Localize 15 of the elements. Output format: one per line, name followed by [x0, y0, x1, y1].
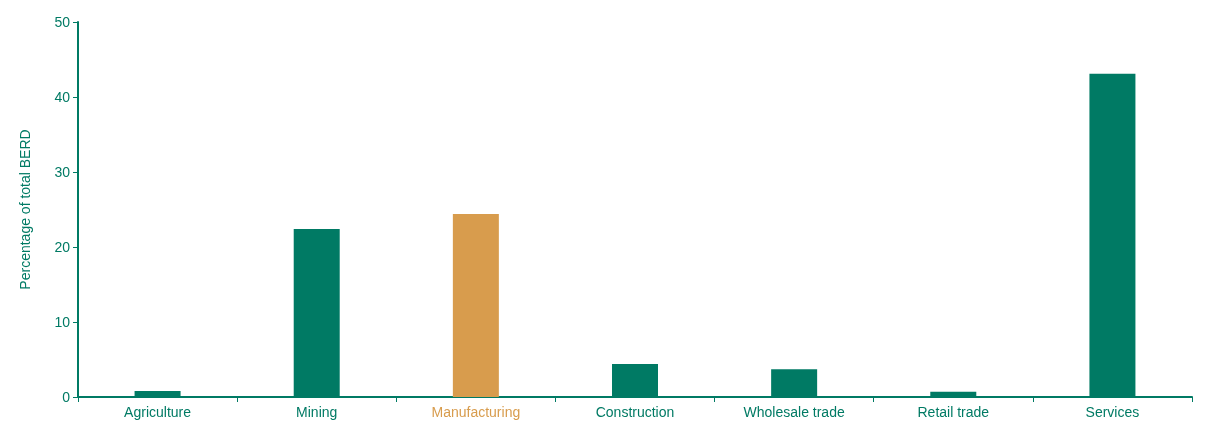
- y-tick-label: 10: [54, 314, 71, 330]
- x-tick-label: Retail trade: [917, 404, 990, 420]
- x-tick-label: Mining: [296, 404, 338, 420]
- y-tick-label: 40: [54, 89, 71, 105]
- bar: [452, 214, 499, 397]
- y-tick-label: 0: [62, 389, 71, 405]
- y-axis-title: Percentage of total BERD: [17, 129, 33, 290]
- y-tick-label: 50: [54, 14, 71, 30]
- y-tick-label: 20: [54, 239, 71, 255]
- x-tick-label: Manufacturing: [431, 404, 521, 420]
- x-tick-label: Agriculture: [124, 404, 192, 420]
- y-tick-label: 30: [54, 164, 71, 180]
- x-tick-label: Construction: [595, 404, 675, 420]
- x-tick-label: Services: [1085, 404, 1140, 420]
- x-tick-label: Wholesale trade: [743, 404, 845, 420]
